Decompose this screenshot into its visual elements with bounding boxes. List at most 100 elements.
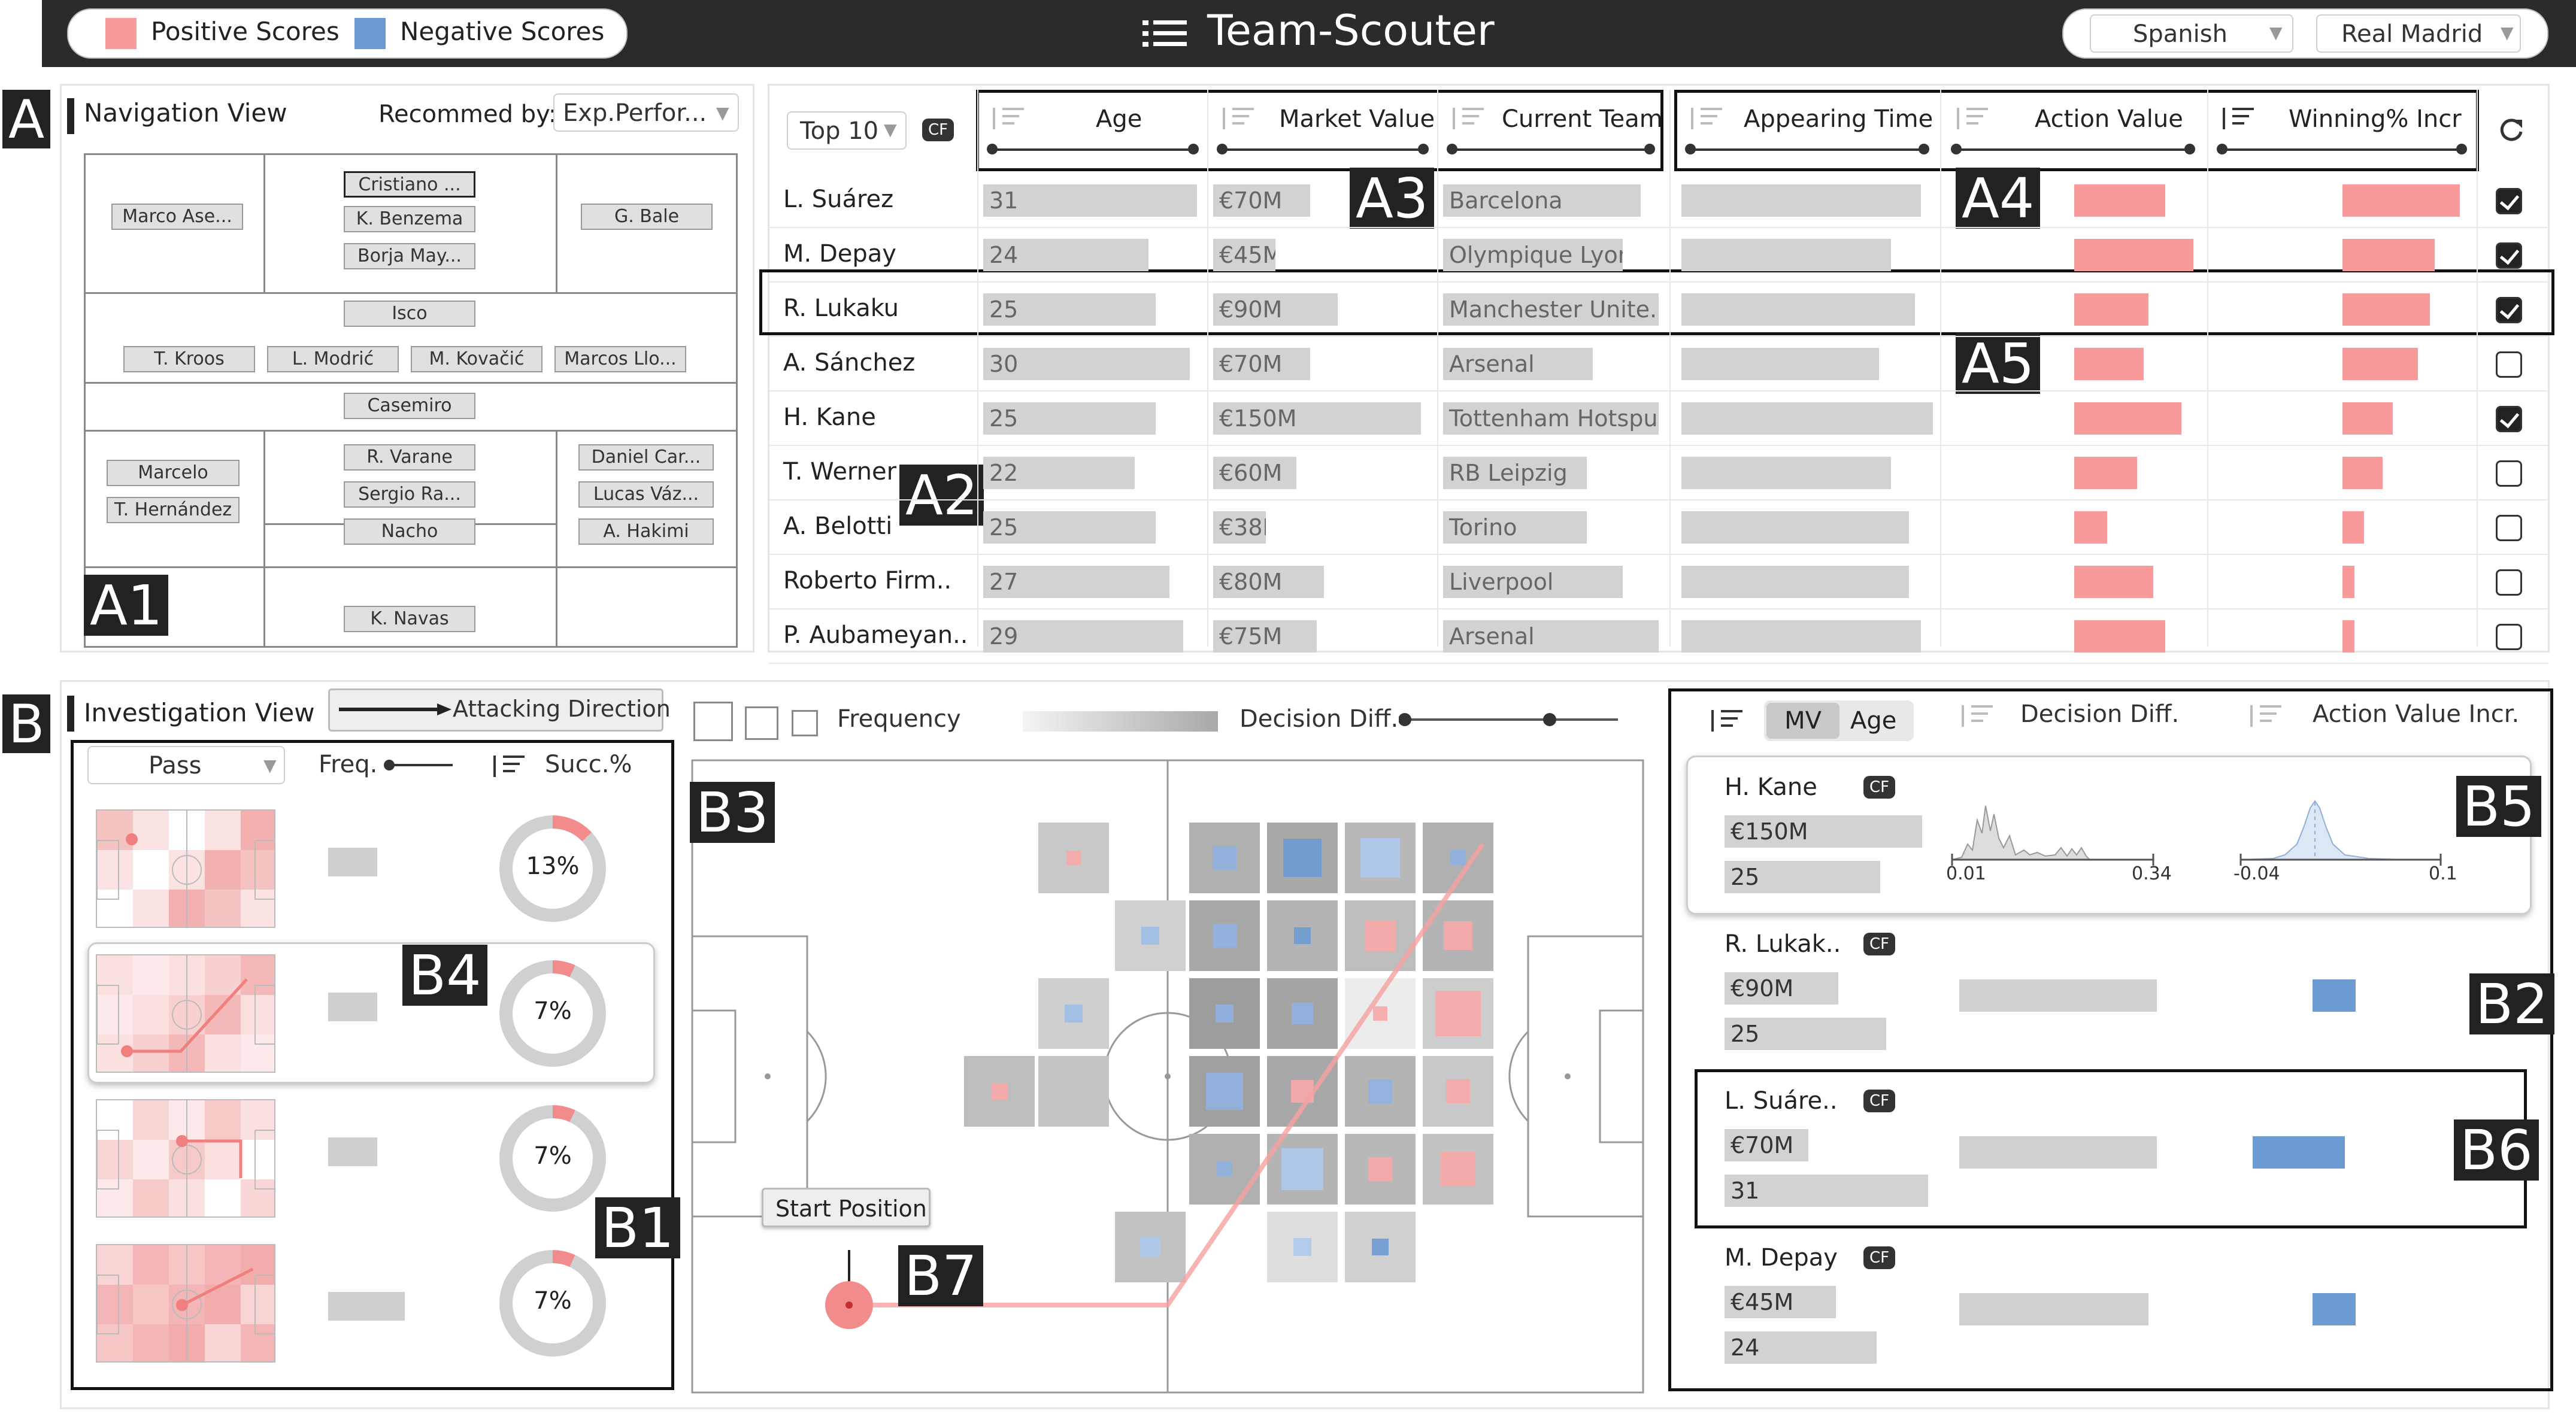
player-chip-hakimi[interactable]: A. Hakimi xyxy=(578,518,714,545)
action-value-header: Action Value Incr. xyxy=(2313,700,2520,728)
sort-icon[interactable] xyxy=(989,105,1025,134)
slider-handle-min[interactable] xyxy=(2217,144,2228,154)
player-chip-kroos[interactable]: T. Kroos xyxy=(123,346,255,372)
mini-pitch-heatmap[interactable] xyxy=(96,809,275,928)
sort-icon[interactable] xyxy=(490,753,526,779)
player-chip-navas[interactable]: K. Navas xyxy=(344,606,475,632)
position-badge: CF xyxy=(922,119,954,141)
player-name[interactable]: L. Suárez xyxy=(783,186,894,213)
header-time[interactable]: Appearing Time xyxy=(1744,105,1933,133)
badge-a2: A2 xyxy=(899,465,984,526)
select-checkbox[interactable] xyxy=(2496,460,2522,487)
player-chip-nacho[interactable]: Nacho xyxy=(344,518,475,545)
header-action[interactable]: Action Value xyxy=(2035,105,2183,133)
header-team[interactable]: Current Team xyxy=(1502,105,1663,133)
header-mv[interactable]: Market Value xyxy=(1279,105,1435,133)
top-n-select[interactable]: Top 10 xyxy=(787,111,907,150)
select-checkbox[interactable] xyxy=(2496,188,2522,214)
mini-pitch-heatmap[interactable] xyxy=(96,954,275,1073)
sort-icon[interactable] xyxy=(1708,708,1744,734)
slider-handle-max[interactable] xyxy=(2184,144,2195,154)
player-chip-varane[interactable]: R. Varane xyxy=(344,444,475,471)
freq-slider[interactable] xyxy=(383,758,455,772)
column-divider xyxy=(1207,90,1208,647)
select-checkbox[interactable] xyxy=(2496,351,2522,378)
player-chip-vazquez[interactable]: Lucas Váz... xyxy=(578,481,714,508)
slider-handle-max[interactable] xyxy=(1644,144,1655,154)
select-checkbox[interactable] xyxy=(2496,297,2522,323)
player-chip-marcelo[interactable]: Marcelo xyxy=(107,460,240,486)
comparison-player-name[interactable]: M. Depay xyxy=(1725,1244,1838,1272)
player-name[interactable]: R. Lukaku xyxy=(783,295,899,322)
sort-icon[interactable] xyxy=(1958,703,1994,729)
select-checkbox[interactable] xyxy=(2496,569,2522,596)
header-slider-age[interactable] xyxy=(990,148,1195,151)
player-name[interactable]: A. Belotti xyxy=(783,512,893,540)
slider-handle-max[interactable] xyxy=(1919,144,1929,154)
slider-handle-max[interactable] xyxy=(1418,144,1429,154)
header-age[interactable]: Age xyxy=(1096,105,1142,133)
select-checkbox[interactable] xyxy=(2496,242,2522,269)
slider-handle-max[interactable] xyxy=(2456,144,2467,154)
header-slider-time[interactable] xyxy=(1689,148,1926,151)
select-checkbox[interactable] xyxy=(2496,515,2522,541)
pitch-zone-tile[interactable] xyxy=(1038,1056,1109,1127)
team-select[interactable]: Real Madrid xyxy=(2316,14,2521,53)
player-name[interactable]: H. Kane xyxy=(783,403,876,431)
slider-handle-min[interactable] xyxy=(1951,144,1962,154)
market-value-bar: €75M xyxy=(1213,620,1317,653)
player-chip-isco[interactable]: Isco xyxy=(344,301,475,327)
header-slider-team[interactable] xyxy=(1450,148,1651,151)
sort-icon[interactable] xyxy=(2247,703,2283,729)
sort-icon[interactable] xyxy=(1687,105,1723,134)
comparison-player-name[interactable]: R. Lukak.. xyxy=(1725,930,1841,958)
player-name[interactable]: Roberto Firm.. xyxy=(783,567,952,594)
selected-action-card[interactable] xyxy=(87,942,655,1084)
player-name[interactable]: A. Sánchez xyxy=(783,349,916,377)
slider-handle-min[interactable] xyxy=(1447,144,1457,154)
player-name[interactable]: T. Werner xyxy=(783,458,897,486)
comparison-player-name[interactable]: L. Suáre.. xyxy=(1725,1087,1838,1115)
sort-icon[interactable] xyxy=(1449,105,1485,134)
header-slider-win[interactable] xyxy=(2220,148,2463,151)
player-chip-borja[interactable]: Borja May... xyxy=(344,243,475,269)
select-checkbox[interactable] xyxy=(2496,624,2522,650)
slider-handle-min[interactable] xyxy=(1685,144,1696,154)
action-type-select[interactable]: Pass xyxy=(87,746,285,784)
decision-slider[interactable] xyxy=(1399,711,1620,728)
player-chip-casemiro[interactable]: Casemiro xyxy=(344,393,475,419)
mini-pitch-heatmap[interactable] xyxy=(96,1099,275,1218)
sort-age-button[interactable]: Age xyxy=(1850,707,1897,735)
slider-handle-min[interactable] xyxy=(1217,144,1228,154)
player-chip-cristiano[interactable]: Cristiano ... xyxy=(344,171,475,198)
header-slider-action[interactable] xyxy=(1954,148,2192,151)
recommend-select[interactable]: Exp.Perfor... xyxy=(553,93,739,132)
refresh-icon[interactable] xyxy=(2496,115,2526,145)
menu-icon[interactable] xyxy=(1142,18,1187,50)
sort-mv-button[interactable]: MV xyxy=(1766,703,1839,739)
slider-handle-min[interactable] xyxy=(987,144,998,154)
sort-icon[interactable] xyxy=(2219,105,2255,134)
player-chip-carvajal[interactable]: Daniel Car... xyxy=(578,444,714,471)
player-chip-benzema[interactable]: K. Benzema xyxy=(344,206,475,232)
header-win[interactable]: Winning% Incr xyxy=(2289,105,2462,133)
select-checkbox[interactable] xyxy=(2496,406,2522,432)
player-chip-hernandez[interactable]: T. Hernández xyxy=(107,497,240,523)
league-select[interactable]: Spanish xyxy=(2090,14,2293,53)
sort-icon[interactable] xyxy=(1953,105,1989,134)
player-chip-bale[interactable]: G. Bale xyxy=(581,204,713,230)
player-chip-asensio[interactable]: Marco Ase... xyxy=(111,204,243,230)
mini-pitch-heatmap[interactable] xyxy=(96,1244,275,1363)
player-chip-modric[interactable]: L. Modrić xyxy=(267,346,399,372)
sort-icon[interactable] xyxy=(1219,105,1255,134)
player-chip-kovacic[interactable]: M. Kovačić xyxy=(411,346,543,372)
player-name[interactable]: P. Aubameyan.. xyxy=(783,621,968,649)
action-value-distribution xyxy=(2239,800,2442,866)
player-chip-llorente[interactable]: Marcos Llo... xyxy=(554,346,686,372)
header-slider-mv[interactable] xyxy=(1220,148,1425,151)
positive-legend-label: Positive Scores xyxy=(151,17,340,46)
player-name[interactable]: M. Depay xyxy=(783,240,896,268)
comparison-player-name[interactable]: H. Kane xyxy=(1725,773,1817,801)
slider-handle-max[interactable] xyxy=(1188,144,1199,154)
player-chip-ramos[interactable]: Sergio Ra... xyxy=(344,481,475,508)
